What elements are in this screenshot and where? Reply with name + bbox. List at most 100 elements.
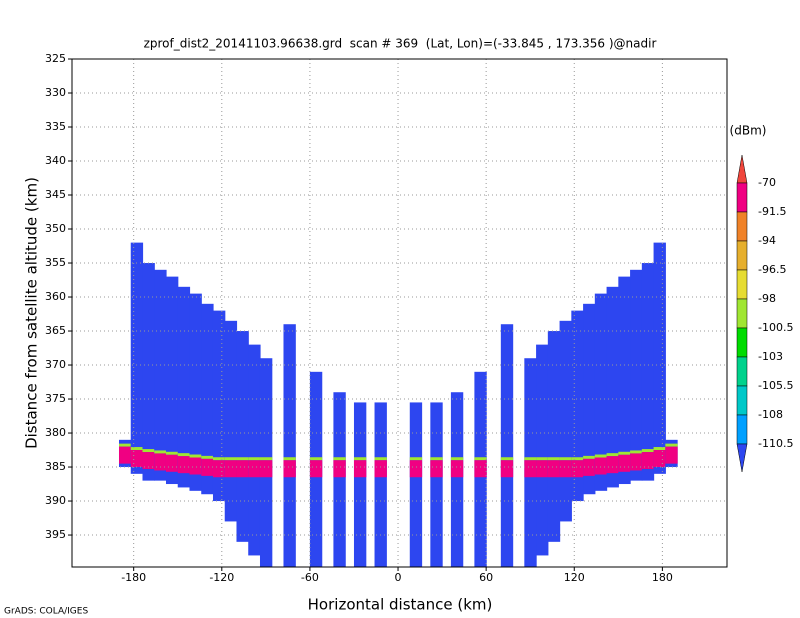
surface-echo-edge: [142, 449, 155, 453]
y-tick-label: 355: [45, 256, 66, 269]
colorbar-label: -70: [758, 176, 776, 189]
surface-echo-edge: [353, 457, 367, 461]
surface-echo-edge: [177, 453, 191, 457]
colorbar-segment: [736, 327, 748, 358]
swath-column: [374, 402, 387, 567]
swath-column: [630, 269, 643, 481]
colorbar-label: -110.5: [758, 437, 793, 450]
surface-echo: [201, 458, 214, 476]
surface-echo-edge: [630, 450, 643, 454]
y-tick-label: 330: [45, 86, 66, 99]
plot-frame: [71, 58, 728, 568]
y-tick-label: 360: [45, 290, 66, 303]
surface-echo-edge: [524, 457, 537, 461]
y-tick-label: 350: [45, 222, 66, 235]
surface-echo-edge: [236, 457, 249, 461]
x-axis-label: Horizontal distance (km): [308, 596, 493, 614]
surface-echo: [224, 460, 238, 478]
x-tick-label: 60: [479, 571, 493, 584]
swath-column: [409, 402, 423, 567]
surface-echo-edge: [309, 457, 323, 461]
colorbar-segment: [736, 211, 748, 242]
surface-echo-edge: [130, 447, 144, 451]
surface-echo: [189, 457, 202, 475]
swath-column: [248, 344, 261, 556]
chart-title: zprof_dist2_20141103.96638.grd scan # 36…: [144, 37, 657, 51]
surface-echo-edge: [536, 457, 549, 461]
x-tick-label: 120: [564, 571, 585, 584]
surface-echo-edge: [201, 455, 214, 459]
surface-echo-edge: [665, 443, 678, 447]
x-tick-label: -60: [301, 571, 319, 584]
surface-echo: [618, 454, 631, 472]
surface-echo-edge: [547, 457, 561, 461]
swath-column: [547, 331, 561, 542]
swath-column: [189, 293, 202, 491]
surface-echo: [641, 452, 655, 470]
swath-column: [641, 263, 655, 481]
colorbar-label: -105.5: [758, 379, 793, 392]
x-tick-label: -120: [209, 571, 234, 584]
surface-echo: [559, 460, 572, 478]
y-tick-label: 345: [45, 188, 66, 201]
x-tick-label: 180: [652, 571, 673, 584]
swath-column: [594, 293, 608, 491]
surface-echo-edge: [165, 451, 179, 455]
y-tick-label: 335: [45, 120, 66, 133]
surface-echo: [236, 460, 249, 478]
surface-echo: [118, 446, 132, 464]
colorbar-label: -96.5: [758, 263, 786, 276]
surface-echo-edge: [409, 457, 423, 461]
surface-echo-edge: [474, 457, 487, 461]
colorbar-segment: [736, 356, 748, 387]
surface-echo-edge: [248, 457, 261, 461]
y-tick-label: 370: [45, 358, 66, 371]
surface-echo-edge: [189, 454, 202, 458]
surface-echo-edge: [653, 447, 666, 451]
colorbar-segment: [736, 182, 748, 213]
surface-echo: [142, 452, 155, 470]
colorbar-label: -100.5: [758, 321, 793, 334]
surface-echo: [474, 460, 487, 478]
swath-column: [142, 263, 155, 481]
swath-column: [500, 324, 514, 567]
surface-echo-edge: [212, 457, 226, 461]
surface-echo: [630, 453, 643, 471]
swath-column: [177, 286, 191, 488]
surface-echo-edge: [559, 457, 572, 461]
surface-echo-edge: [641, 449, 655, 453]
colorbar-unit: (dBm): [730, 124, 767, 138]
colorbar-label: -98: [758, 292, 776, 305]
surface-echo: [309, 460, 323, 478]
swath-column: [583, 303, 596, 495]
surface-echo: [450, 460, 464, 478]
surface-echo: [536, 460, 549, 478]
surface-echo: [177, 456, 191, 474]
surface-echo-edge: [500, 457, 514, 461]
colorbar-label: -108: [758, 408, 783, 421]
swath-column: [201, 303, 214, 495]
surface-echo-edge: [430, 457, 443, 461]
surface-echo: [500, 460, 514, 478]
surface-echo-edge: [606, 453, 619, 457]
surface-echo: [165, 454, 179, 472]
surface-echo: [665, 446, 678, 464]
colorbar-label: -91.5: [758, 205, 786, 218]
swath-column: [606, 286, 619, 488]
y-tick-label: 395: [45, 528, 66, 541]
surface-echo: [212, 460, 226, 478]
surface-echo-edge: [259, 457, 273, 461]
surface-echo-edge: [583, 455, 596, 459]
surface-echo: [583, 458, 596, 476]
y-tick-label: 325: [45, 52, 66, 65]
surface-echo: [430, 460, 443, 478]
credit: GrADS: COLA/IGES: [4, 607, 88, 617]
swath-column: [154, 269, 167, 481]
surface-echo: [547, 460, 561, 478]
surface-echo-edge: [571, 457, 584, 461]
y-tick-label: 385: [45, 460, 66, 473]
surface-echo: [259, 460, 273, 478]
swath-column: [212, 310, 226, 502]
colorbar-segment: [736, 414, 748, 445]
swath-column: [224, 320, 238, 522]
